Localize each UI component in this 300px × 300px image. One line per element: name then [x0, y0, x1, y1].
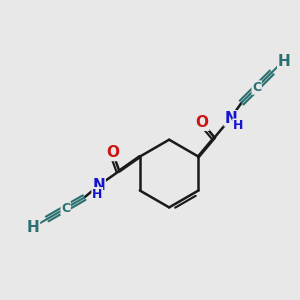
Text: H: H: [92, 188, 103, 201]
Text: N: N: [224, 111, 237, 126]
Text: O: O: [196, 115, 209, 130]
Text: H: H: [278, 54, 290, 69]
Text: C: C: [252, 81, 261, 94]
Text: H: H: [27, 220, 39, 235]
Text: C: C: [61, 202, 70, 215]
Text: H: H: [233, 119, 243, 132]
Text: N: N: [92, 178, 105, 193]
Text: O: O: [106, 146, 119, 160]
